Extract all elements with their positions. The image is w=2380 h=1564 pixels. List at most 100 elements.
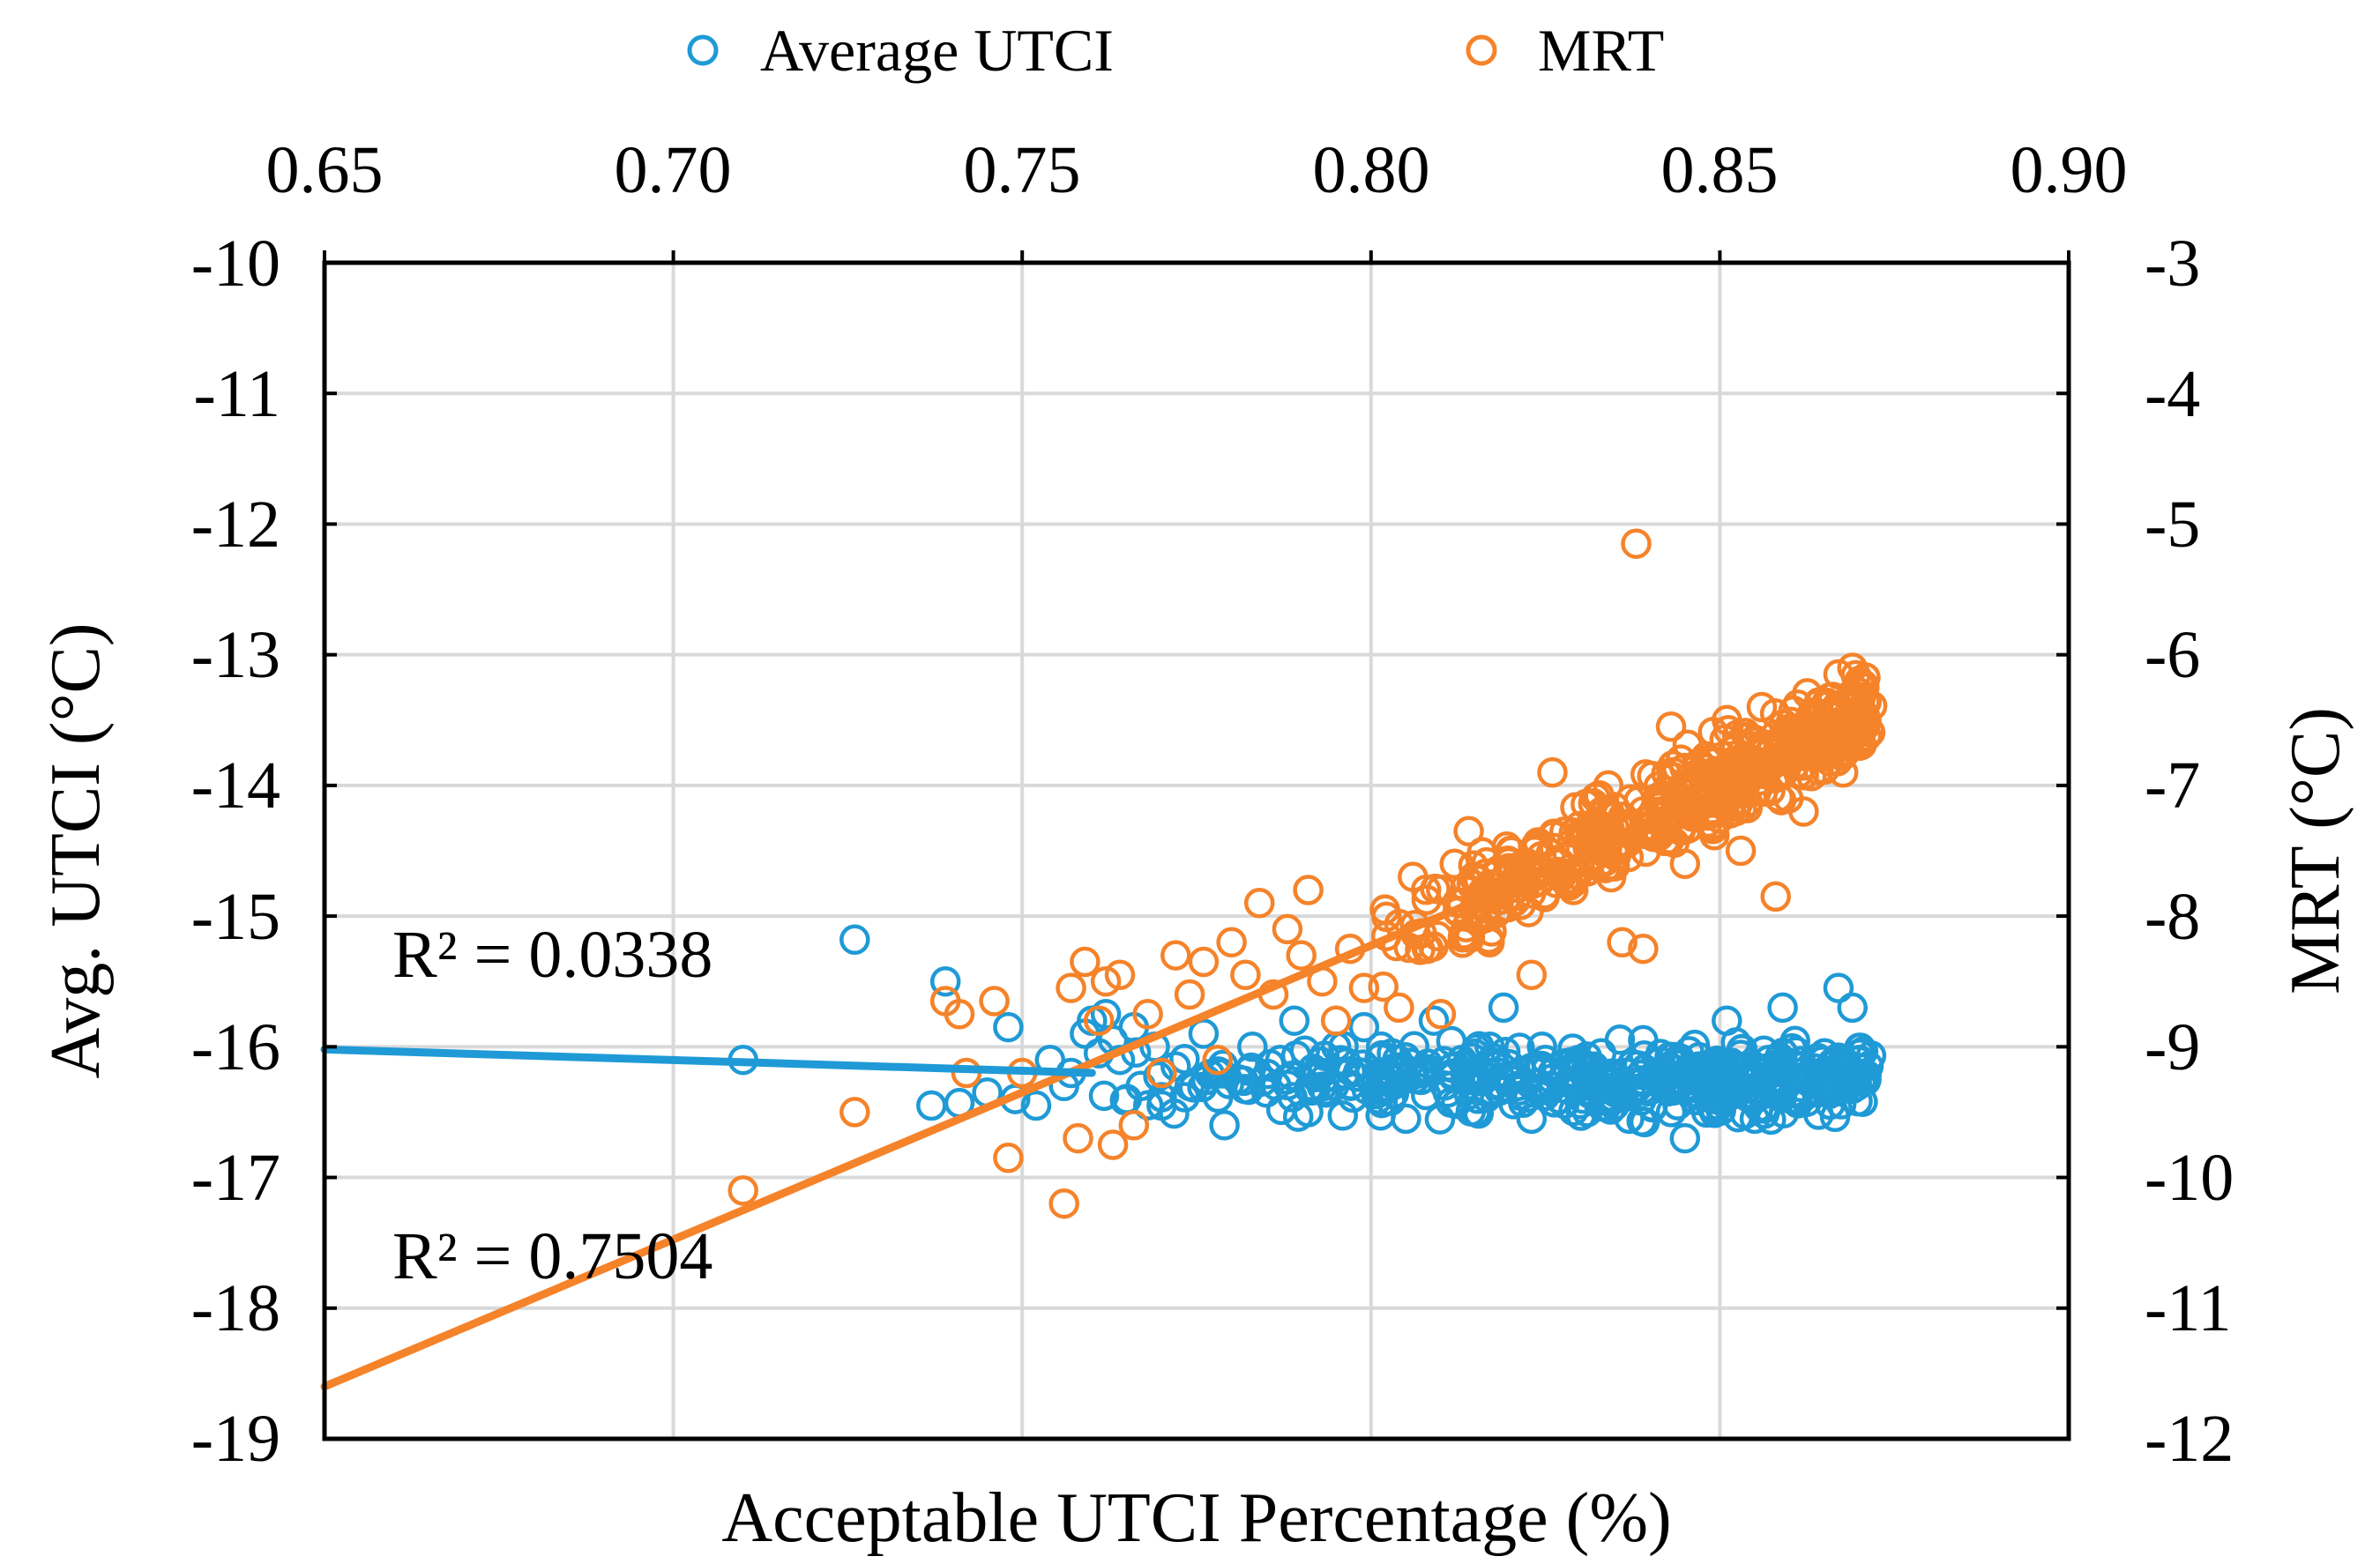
- mrt-point: [1348, 972, 1380, 1003]
- utci-point: [1498, 1089, 1529, 1120]
- utci-point: [1279, 1005, 1310, 1036]
- utci-r-squared-label: R² = 0.0338: [392, 918, 713, 992]
- y-left-tick-label: -12: [191, 488, 280, 562]
- mrt-point: [1718, 754, 1750, 785]
- x-tick-label: 0.65: [266, 133, 384, 207]
- utci-point: [1536, 1063, 1567, 1094]
- utci-point: [1557, 1057, 1589, 1089]
- utci-point: [1482, 1069, 1513, 1099]
- utci-point: [1767, 992, 1798, 1024]
- mrt-point: [1398, 861, 1429, 892]
- mrt-point: [1727, 793, 1757, 824]
- utci-point: [1776, 1048, 1808, 1079]
- mrt-point: [1537, 756, 1568, 788]
- mrt-point: [1725, 835, 1757, 867]
- mrt-point: [1641, 783, 1673, 814]
- utci-point: [1502, 1070, 1533, 1102]
- utci-point: [1781, 1076, 1812, 1108]
- utci-point: [1347, 1049, 1378, 1080]
- mrt-r-squared-label: R² = 0.7504: [392, 1219, 713, 1293]
- utci-point: [1779, 1025, 1810, 1056]
- utci-point: [1404, 1057, 1436, 1089]
- mrt-point: [1458, 850, 1489, 881]
- mrt-point: [1621, 528, 1652, 559]
- y-right-tick-label: -7: [2145, 748, 2200, 823]
- mrt-point: [1293, 875, 1324, 905]
- mrt-point: [944, 999, 975, 1030]
- y-left-tick-label: -10: [191, 227, 280, 301]
- utci-point: [1237, 1031, 1268, 1062]
- utci-point: [1209, 1110, 1240, 1141]
- mrt-point: [1230, 959, 1261, 991]
- utci-point: [1160, 1051, 1191, 1082]
- mrt-point: [1628, 933, 1659, 964]
- utci-point: [1377, 1038, 1407, 1069]
- mrt-point: [1851, 704, 1882, 736]
- utci-point: [1683, 1051, 1714, 1082]
- utci-point: [1088, 1080, 1120, 1112]
- utci-point: [1174, 1070, 1205, 1102]
- y-left-tick-label: -16: [191, 1010, 280, 1084]
- y-right-tick-label: -5: [2145, 488, 2200, 562]
- mrt-point: [1083, 1005, 1115, 1036]
- x-tick-label: 0.75: [964, 133, 1081, 207]
- mrt-point: [727, 1175, 758, 1206]
- mrt-point: [993, 1143, 1024, 1173]
- scatter-points: [727, 528, 1888, 1219]
- utci-point: [1712, 1005, 1742, 1036]
- mrt-point: [1202, 1044, 1233, 1076]
- utci-point: [1432, 1076, 1464, 1108]
- mrt-point: [1607, 927, 1638, 958]
- utci-point: [1739, 1103, 1771, 1135]
- utci-point: [1307, 1057, 1338, 1089]
- mrt-point: [1760, 881, 1791, 912]
- utci-point: [1334, 1070, 1366, 1102]
- utci-point: [1753, 1044, 1785, 1076]
- utci-point: [1188, 1018, 1220, 1049]
- utci-point: [1655, 1097, 1687, 1128]
- mrt-point: [1788, 796, 1819, 827]
- mrt-point: [1063, 1122, 1093, 1154]
- mrt-point: [1471, 846, 1503, 878]
- y-right-tick-label: -9: [2145, 1010, 2200, 1084]
- y-right-tick-label: -12: [2145, 1402, 2234, 1476]
- utci-point: [1348, 1011, 1380, 1043]
- utci-point: [1526, 1031, 1557, 1062]
- y-right-tick-label: -3: [2145, 227, 2200, 301]
- plot-area-frame: [322, 260, 2071, 1441]
- utci-point: [839, 924, 870, 956]
- y-left-tick-label: -18: [191, 1271, 280, 1345]
- y-right-tick-label: -4: [2145, 357, 2200, 431]
- utci-point: [1418, 1005, 1450, 1036]
- utci-point: [1202, 1057, 1233, 1089]
- utci-point: [1391, 1103, 1421, 1135]
- mrt-point: [1272, 913, 1303, 945]
- y-left-tick-label: -14: [191, 748, 280, 823]
- mrt-point: [1118, 1110, 1150, 1141]
- utci-point: [1571, 1097, 1603, 1128]
- utci-point: [1446, 1044, 1477, 1076]
- mrt-point: [1104, 959, 1136, 991]
- utci-point: [1600, 1076, 1630, 1108]
- mrt-point: [1679, 761, 1711, 792]
- mrt-point: [1132, 999, 1163, 1030]
- y-left-tick-label: -13: [191, 618, 280, 692]
- utci-point: [1504, 1032, 1535, 1063]
- mrt-point: [1146, 1057, 1177, 1089]
- x-axis-top-tick-labels: 0.65 0.70 0.75 0.80 0.85 0.90: [266, 133, 2128, 207]
- utci-point: [1429, 1046, 1459, 1076]
- mrt-point: [1286, 940, 1317, 971]
- mrt-point: [1160, 940, 1191, 971]
- mrt-point: [1369, 894, 1400, 925]
- mrt-point: [1476, 916, 1507, 947]
- utci-point: [1726, 1034, 1757, 1065]
- mrt-point: [1746, 691, 1778, 723]
- mrt-point: [1097, 1129, 1129, 1160]
- mrt-point: [1453, 816, 1484, 847]
- y-axis-left-tick-labels: -10 -11 -12 -13 -14 -15 -16 -17 -18 -19: [191, 227, 280, 1476]
- mrt-point: [1802, 718, 1833, 748]
- mrt-point: [1243, 888, 1275, 919]
- utci-point: [1233, 1074, 1265, 1106]
